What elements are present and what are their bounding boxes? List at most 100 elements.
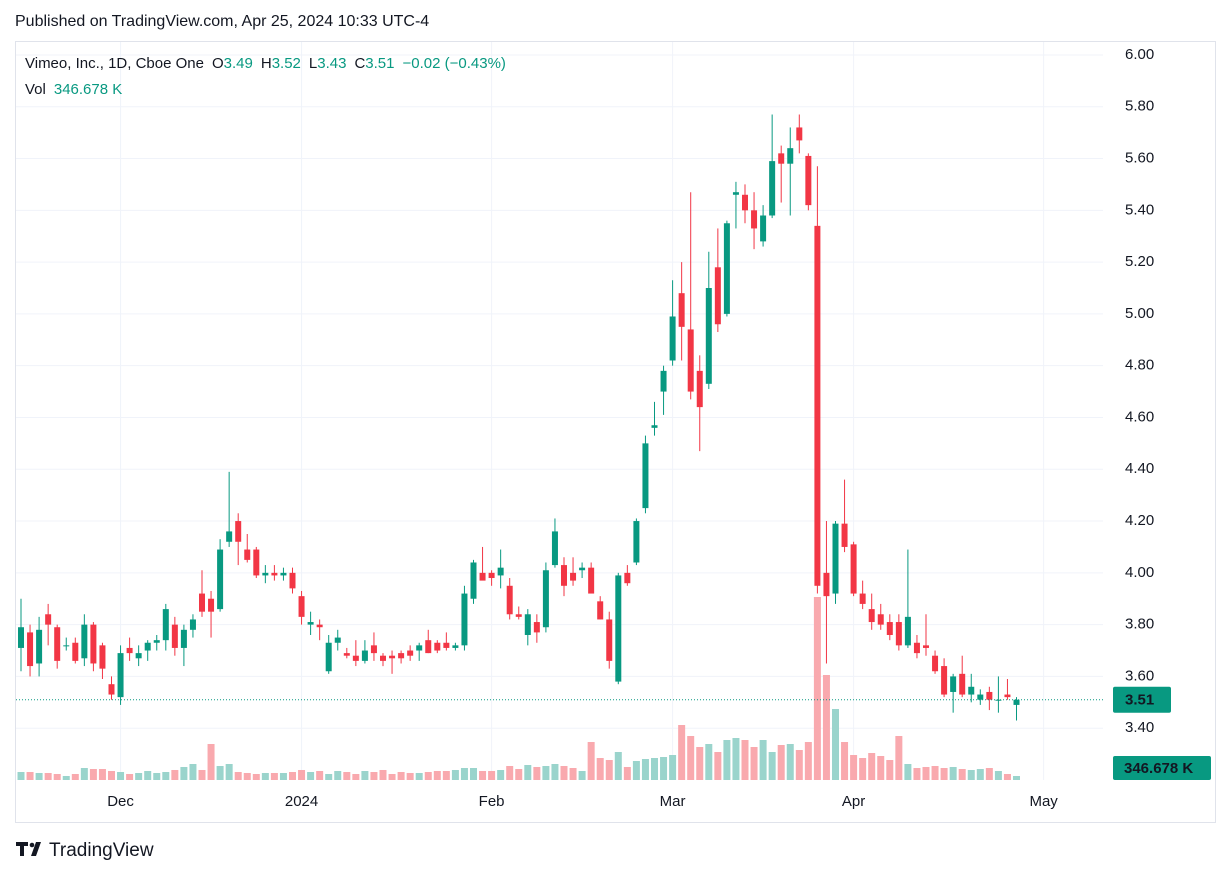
last-price-label: 3.51 [1125, 692, 1154, 709]
volume-value: 346.678 K [54, 81, 122, 98]
logo-part [29, 842, 35, 848]
candle-body [723, 223, 730, 314]
volume-bar [750, 747, 758, 780]
candle-body [506, 585, 513, 615]
candle-body [18, 627, 24, 648]
volume-bar [1013, 776, 1020, 780]
candle-body [280, 572, 287, 576]
candle-body [841, 523, 848, 547]
candle-body [54, 627, 61, 661]
y-tick-label: 4.20 [1125, 512, 1154, 529]
candle-body [932, 655, 939, 672]
volume-bar [325, 774, 333, 780]
volume-bar [714, 751, 722, 780]
y-tick-label: 6.00 [1125, 46, 1154, 63]
volume-bar [741, 739, 749, 780]
volume-bar [895, 736, 903, 780]
candle-body [977, 694, 984, 700]
volume-bar [442, 771, 450, 780]
candle-body [416, 645, 423, 651]
candle-body [968, 686, 975, 695]
volume-bar [451, 769, 459, 780]
volume-bar [62, 775, 70, 780]
volume-bar [488, 771, 496, 780]
volume-bar [171, 769, 179, 780]
volume-bar [370, 772, 378, 780]
candle-body [407, 650, 414, 656]
candle-body [669, 316, 676, 361]
volume-bar [71, 774, 79, 780]
candle-body [380, 655, 386, 661]
volume-bar [850, 754, 858, 780]
candle-body [370, 645, 377, 654]
volume-bar [162, 772, 170, 780]
candle-body [995, 699, 1002, 701]
open-label: O [212, 55, 224, 72]
high-value: 3.52 [272, 55, 301, 72]
low-value: 3.43 [317, 55, 346, 72]
candle-body [859, 593, 866, 604]
candle-body [778, 153, 785, 164]
y-tick-label: 4.80 [1125, 357, 1154, 374]
candle-body [235, 521, 242, 542]
volume-bar [35, 772, 43, 780]
candle-body [714, 267, 721, 325]
volume-bar [44, 772, 52, 780]
last-price-box [1113, 686, 1171, 713]
x-tick-label: Dec [107, 793, 134, 810]
volume-bar [234, 772, 242, 780]
volume-bar [17, 772, 25, 780]
candle-body [642, 443, 649, 509]
candle-body [805, 155, 812, 206]
volume-bar [379, 769, 387, 780]
volume-bar [252, 774, 260, 780]
volume-bar [542, 766, 550, 780]
candle-body [307, 622, 314, 625]
volume-bar [958, 769, 966, 780]
candle-body [180, 629, 187, 648]
volume-bar [678, 724, 686, 780]
candle-body [63, 645, 70, 647]
candle-body [325, 642, 332, 672]
candle-body [72, 642, 79, 661]
volume-bar [832, 708, 839, 780]
volume-bar [515, 769, 523, 780]
candle-body [950, 676, 957, 692]
volume-bar [877, 756, 885, 780]
volume-bar [822, 675, 830, 780]
candle-body [624, 572, 631, 584]
y-tick-label: 5.60 [1125, 149, 1154, 166]
volume-bar [578, 771, 586, 780]
volume-bar [433, 771, 441, 780]
candle-body [579, 567, 586, 571]
volume-bar [334, 771, 342, 780]
candle-body [941, 666, 948, 695]
candle-body [126, 647, 133, 654]
volume-bar [931, 766, 939, 780]
volume-bar [777, 745, 785, 780]
candle-body [443, 642, 450, 648]
volume-bar [424, 772, 432, 780]
volume-bar [289, 772, 296, 780]
volume-legend: Vol 346.678 K [25, 81, 122, 98]
candle-body [742, 194, 748, 211]
volume-bar [596, 757, 604, 780]
y-tick-label: 4.00 [1125, 564, 1154, 581]
candle-body [398, 653, 405, 659]
high-label: H [261, 55, 272, 72]
candle-body [27, 632, 34, 667]
volume-bar [605, 760, 613, 780]
volume-bar [361, 771, 369, 780]
y-tick-label: 4.60 [1125, 408, 1154, 425]
volume-bar [415, 772, 423, 780]
candle-body [678, 293, 685, 327]
candle-body [814, 225, 821, 586]
brand-name: TradingView [49, 840, 154, 861]
candle-body [81, 624, 88, 659]
candle-body [226, 531, 233, 542]
y-tick-label: 5.80 [1125, 98, 1154, 115]
volume-bar [279, 772, 287, 780]
candle-body [298, 596, 305, 617]
volume-bar [225, 763, 233, 780]
